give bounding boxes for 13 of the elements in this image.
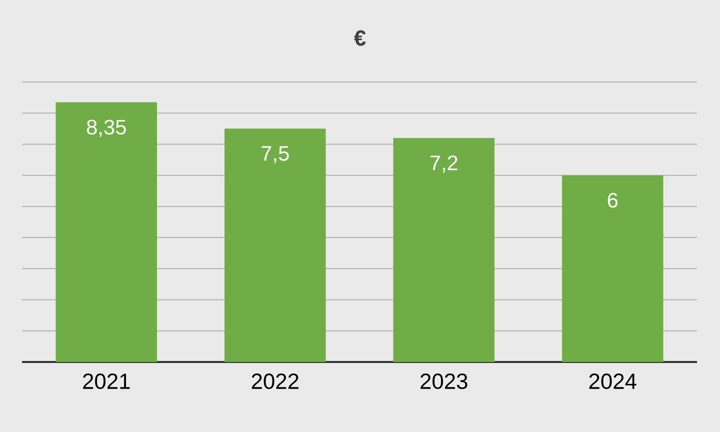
data-label: 6 bbox=[608, 192, 618, 208]
data-label: 7,2 bbox=[430, 156, 458, 173]
bar bbox=[56, 102, 158, 362]
data-label: 8,35 bbox=[86, 120, 126, 138]
bar bbox=[224, 128, 326, 362]
chart-title: € bbox=[354, 30, 366, 46]
x-tick-label: 2024 bbox=[589, 374, 636, 390]
bar bbox=[393, 138, 495, 362]
x-tick-label: 2023 bbox=[420, 374, 468, 390]
x-tick-label: 2022 bbox=[252, 374, 298, 390]
x-tick-label: 2021 bbox=[83, 374, 130, 390]
bar bbox=[562, 175, 664, 362]
data-label: 7,5 bbox=[262, 146, 289, 164]
